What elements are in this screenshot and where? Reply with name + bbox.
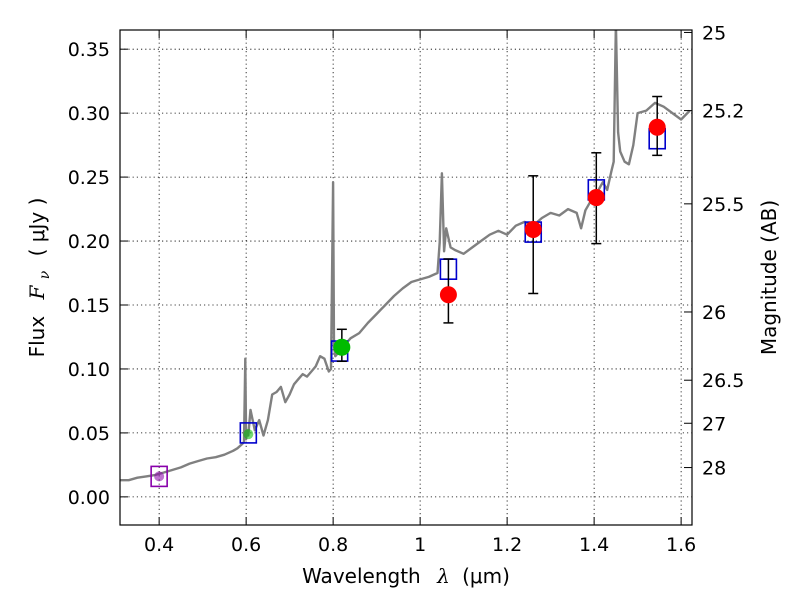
- y-tick-label: 0.30: [68, 103, 110, 125]
- y-axis-label-subscript: ν: [37, 270, 53, 279]
- observed-point: [524, 221, 542, 239]
- plot-frame: [119, 29, 693, 526]
- right-tick-label: 25: [702, 22, 726, 44]
- x-tick-label: 0.4: [144, 534, 174, 556]
- y-axis-label-symbol: F: [25, 284, 49, 300]
- right-axis-label: Magnitude (AB): [757, 200, 781, 355]
- x-axis-label: Wavelength λ (μm): [302, 564, 510, 588]
- model-box: [239, 422, 258, 444]
- model-box: [150, 465, 168, 488]
- x-axis-label-main: Wavelength: [302, 564, 421, 588]
- y-tick-label: 0.05: [68, 423, 110, 445]
- x-tick-label: 1.4: [579, 534, 609, 556]
- y-axis-label: Flux F ν ( μJy ): [25, 198, 54, 358]
- y-tick-label: 0.10: [68, 359, 110, 381]
- observed-point: [648, 118, 666, 136]
- y-tick-label: 0.20: [68, 231, 110, 253]
- right-tick-label: 25.5: [702, 194, 744, 216]
- right-tick-label: 26: [702, 302, 726, 324]
- spectrum-series: [120, 30, 691, 482]
- x-axis-label-symbol: λ: [436, 564, 450, 588]
- x-tick-label: 0.8: [318, 534, 348, 556]
- extra-point: [243, 429, 254, 440]
- extra-point: [154, 471, 165, 482]
- data-marks: [150, 95, 667, 488]
- observed-point: [587, 189, 605, 207]
- x-tick-label: 1.6: [666, 534, 696, 556]
- right-tick-label: 25.2: [702, 101, 744, 123]
- y-axis-label-main: Flux: [25, 316, 49, 358]
- right-tick-label: 26.5: [702, 370, 744, 392]
- y-axis-label-unit: ( μJy ): [25, 198, 49, 257]
- y-tick-label: 0.00: [68, 487, 110, 509]
- x-tick-label: 0.6: [231, 534, 261, 556]
- axis-ticks: 0.4 0.6 0.8 1 1.2 1.4 1.6 0.00 0.05 0.10 0.15 0.20 0…: [68, 22, 745, 556]
- observed-point: [333, 338, 351, 356]
- right-tick-label: 28: [702, 458, 726, 480]
- observed-point: [439, 286, 457, 304]
- x-tick-label: 1.2: [492, 534, 522, 556]
- grid-lines: [120, 30, 692, 525]
- right-tick-label: 27: [702, 413, 726, 435]
- y-tick-label: 0.15: [68, 295, 110, 317]
- y-tick-label: 0.25: [68, 167, 110, 189]
- x-axis-label-unit: (μm): [462, 564, 510, 588]
- spectrum-line: [120, 30, 691, 482]
- y-tick-label: 0.35: [68, 39, 110, 61]
- x-tick-label: 1: [414, 534, 426, 556]
